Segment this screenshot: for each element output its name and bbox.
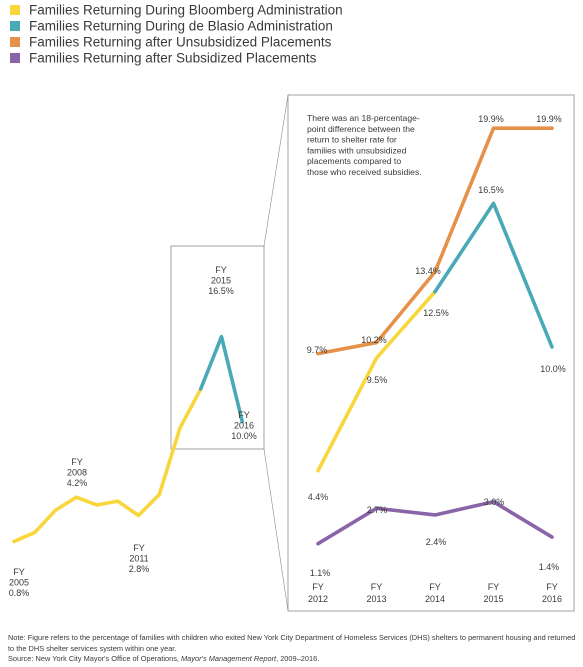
point-label-value: 4.2% <box>67 478 88 488</box>
data-label: 9.7% <box>307 345 328 355</box>
data-label: 2.7% <box>367 505 388 515</box>
x-tick-fy: FY <box>546 582 558 592</box>
deblasio-inset-line <box>433 201 554 349</box>
chart-note: Note: Figure refers to the percentage of… <box>8 633 576 665</box>
x-tick-year: 2016 <box>542 594 562 604</box>
point-label-fy: FY <box>133 543 145 553</box>
legend-swatch <box>10 5 20 15</box>
inset-chart: 4.4% 9.5% 12.5% 16.5% 10.0% 9.7% 10.2% 13.4% 19.… <box>287 94 575 612</box>
data-label: 2.4% <box>426 537 447 547</box>
source-title: Mayor's Management Report <box>181 654 277 664</box>
data-label: 1.4% <box>539 562 560 572</box>
data-label: 10.0% <box>540 364 566 374</box>
note-text: Figure refers to the percentage of famil… <box>8 633 576 653</box>
point-label-fy: FY <box>238 410 250 420</box>
source-text: New York City Mayor's Office of Operatio… <box>35 654 179 664</box>
legend-label: Families Returning after Subsidized Plac… <box>29 51 317 66</box>
x-tick-fy: FY <box>429 582 441 592</box>
data-label: 16.5% <box>478 185 504 195</box>
data-label: 1.1% <box>310 568 331 578</box>
point-label-value: 16.5% <box>208 286 234 296</box>
note-line: Note: Figure refers to the percentage of… <box>8 633 576 654</box>
legend-label: Families Returning During de Blasio Admi… <box>29 19 333 34</box>
legend-label: Families Returning During Bloomberg Admi… <box>29 3 343 18</box>
main-chart: FY20050.8%FY20084.2%FY20112.8%FY201516.5… <box>9 94 289 612</box>
x-tick-fy: FY <box>371 582 383 592</box>
zoom-connector-top <box>263 94 289 247</box>
source-line: Source: New York City Mayor's Office of … <box>8 654 576 665</box>
point-label-value: 2.8% <box>129 564 150 574</box>
point-label-fy: FY <box>215 265 227 275</box>
data-label: 13.4% <box>415 266 441 276</box>
bloomberg-overview-line <box>12 387 203 544</box>
data-label: 19.9% <box>478 114 504 124</box>
zoom-highlight-box <box>170 245 265 450</box>
inset-frame <box>287 94 575 612</box>
legend-swatch <box>10 37 20 47</box>
annotation-text: There was an 18-percentage- <box>307 113 420 123</box>
point-label-value: 10.0% <box>231 431 257 441</box>
point-label-year: 2005 <box>9 578 29 588</box>
point-label-year: 2008 <box>67 468 87 478</box>
legend: Families Returning During Bloomberg Admi… <box>10 3 343 66</box>
x-tick-year: 2012 <box>308 594 328 604</box>
x-tick-fy: FY <box>312 582 324 592</box>
point-label-year: 2011 <box>129 554 148 564</box>
data-label: 3.0% <box>484 497 505 507</box>
data-label: 19.9% <box>536 114 562 124</box>
x-tick-year: 2013 <box>366 594 386 604</box>
point-label-year: 2016 <box>234 421 254 431</box>
legend-swatch <box>10 21 20 31</box>
annotation-text: placements compared to <box>307 156 401 166</box>
source-years: , 2009–2016. <box>276 654 320 664</box>
x-tick-year: 2015 <box>483 594 503 604</box>
data-label: 9.5% <box>367 375 388 385</box>
point-label-fy: FY <box>13 567 25 577</box>
x-tick-fy: FY <box>488 582 500 592</box>
subsidized-line <box>316 499 554 546</box>
data-label: 12.5% <box>423 308 449 318</box>
note-label: Note: <box>8 633 26 642</box>
annotation-text: those who received subsidies. <box>307 167 422 177</box>
bloomberg-inset-line <box>316 289 437 473</box>
point-label-value: 0.8% <box>9 588 30 598</box>
data-label: 4.4% <box>308 492 329 502</box>
deblasio-overview-line <box>198 334 245 424</box>
source-label: Source: <box>8 654 34 664</box>
annotation-text: return to shelter rate for <box>307 135 397 145</box>
x-tick-year: 2014 <box>425 594 445 604</box>
annotation-text: families with unsubsidized <box>307 145 407 155</box>
zoom-connector-bottom <box>263 448 289 612</box>
annotation-text: point difference between the <box>307 124 415 134</box>
data-label: 10.2% <box>361 335 387 345</box>
point-label-fy: FY <box>71 457 83 467</box>
unsubsidized-line <box>316 126 554 356</box>
point-label-year: 2015 <box>211 276 231 286</box>
legend-label: Families Returning after Unsubsidized Pl… <box>29 35 332 50</box>
legend-swatch <box>10 53 20 63</box>
